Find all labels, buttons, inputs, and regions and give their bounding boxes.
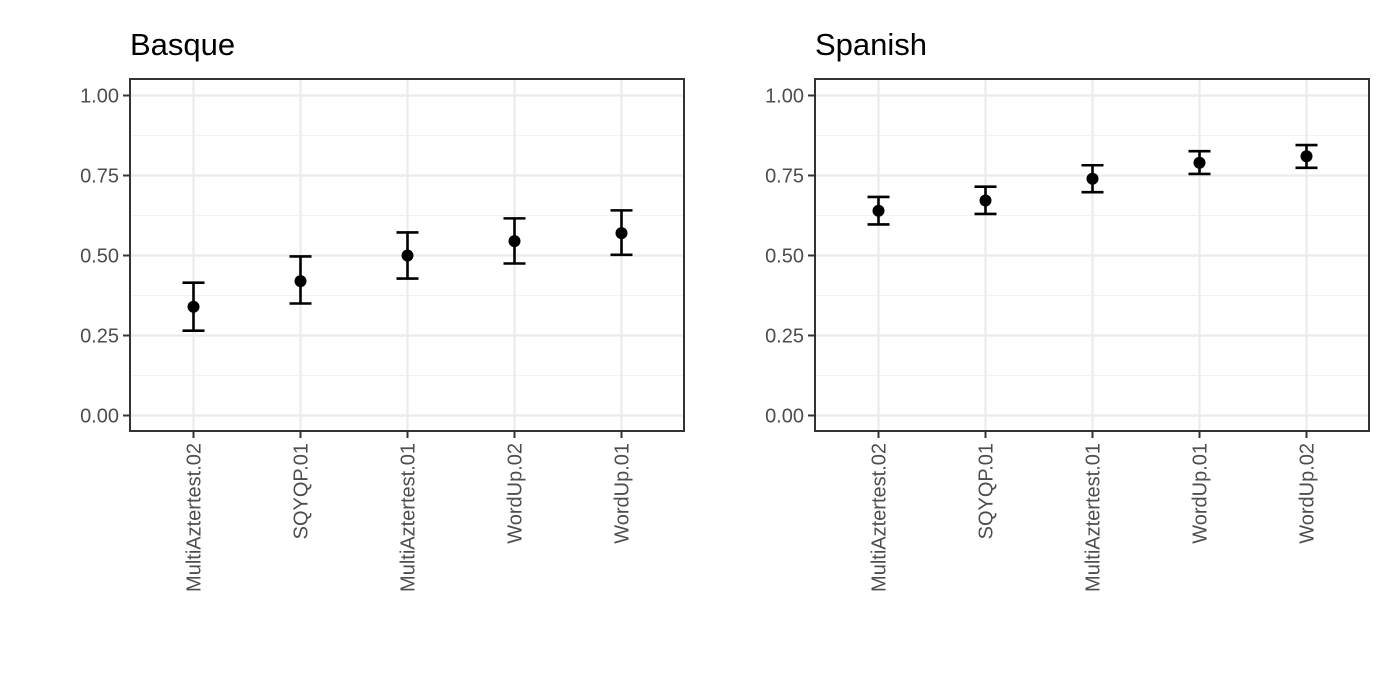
data-point bbox=[1300, 150, 1313, 163]
y-tick-label: 1.00 bbox=[765, 86, 804, 108]
plot-area-spanish: 0.00 0.25 0.50 0.75 1.00 MultiAztertest.02 SQY… bbox=[765, 78, 1370, 592]
panel-title-spanish: Spanish bbox=[815, 27, 927, 62]
panel-basque: Basque 0.00 0.25 0.50 0.75 1.00 MultiAztertes… bbox=[80, 27, 685, 592]
panel-title-basque: Basque bbox=[130, 27, 235, 62]
x-tick-label: MultiAztertest.02 bbox=[184, 443, 206, 592]
x-tick-label: WordUp.01 bbox=[612, 443, 634, 544]
x-tick-label: WordUp.02 bbox=[1297, 443, 1319, 544]
data-point bbox=[1086, 172, 1099, 185]
x-tick-label: MultiAztertest.01 bbox=[1083, 443, 1105, 592]
data-point bbox=[294, 275, 307, 288]
data-point bbox=[401, 249, 414, 262]
panel-spanish: Spanish 0.00 0.25 0.50 0.75 1.00 MultiAzterte… bbox=[765, 27, 1370, 592]
data-point bbox=[979, 194, 992, 207]
y-tick-label: 0.00 bbox=[80, 406, 119, 428]
y-tick-label: 0.50 bbox=[765, 246, 804, 268]
y-tick-label: 0.75 bbox=[80, 166, 119, 188]
plot-area-basque: 0.00 0.25 0.50 0.75 1.00 MultiAztertest.02 SQY… bbox=[80, 78, 685, 592]
data-point bbox=[187, 300, 200, 313]
y-tick-label: 0.00 bbox=[765, 406, 804, 428]
x-tick-label: MultiAztertest.01 bbox=[398, 443, 420, 592]
data-point bbox=[615, 227, 628, 240]
x-tick-label: WordUp.02 bbox=[505, 443, 527, 544]
data-point bbox=[1193, 156, 1206, 169]
data-point bbox=[872, 204, 885, 217]
x-tick-label: WordUp.01 bbox=[1190, 443, 1212, 544]
y-tick-label: 1.00 bbox=[80, 86, 119, 108]
data-point bbox=[508, 235, 521, 248]
y-tick-label: 0.50 bbox=[80, 246, 119, 268]
x-tick-label: SQYQP.01 bbox=[976, 443, 998, 539]
x-tick-label: MultiAztertest.02 bbox=[869, 443, 891, 592]
y-tick-label: 0.25 bbox=[80, 326, 119, 348]
y-tick-label: 0.25 bbox=[765, 326, 804, 348]
y-tick-label: 0.75 bbox=[765, 166, 804, 188]
x-tick-label: SQYQP.01 bbox=[291, 443, 313, 539]
